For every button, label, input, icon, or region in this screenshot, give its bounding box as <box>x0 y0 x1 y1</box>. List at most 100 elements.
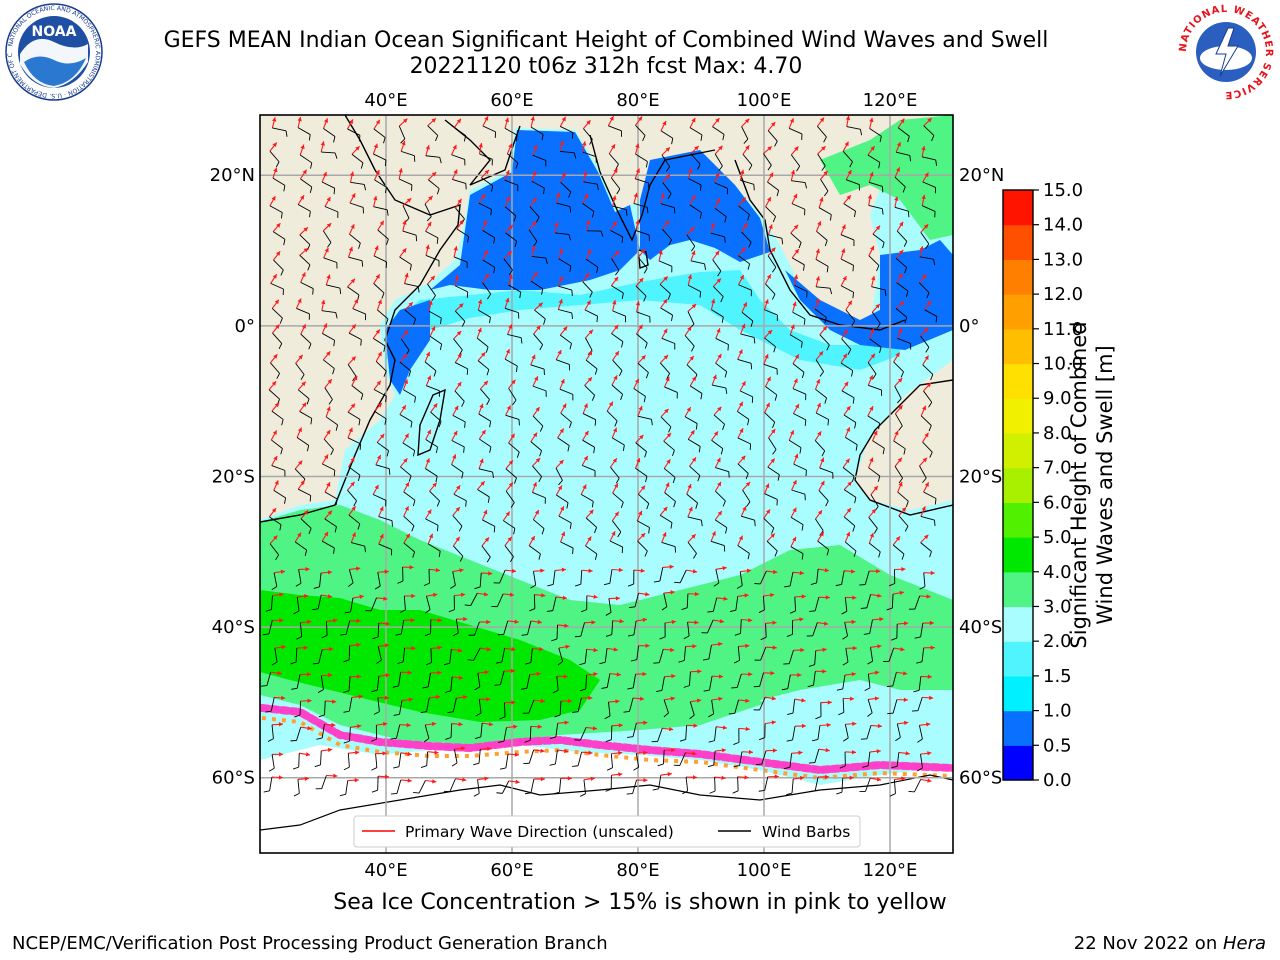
wave-arrowhead <box>297 116 302 122</box>
wave-arrowhead <box>694 591 699 597</box>
wind-barb-flag <box>371 767 378 771</box>
wind-barb-flag <box>486 369 490 376</box>
wind-barb-flag <box>852 265 854 272</box>
wave-arrowhead <box>903 621 909 626</box>
wave-arrowhead <box>508 460 513 465</box>
wave-arrowhead <box>484 116 489 121</box>
wave-arrowhead <box>348 427 353 433</box>
wind-barb <box>787 674 791 689</box>
wave-arrowhead <box>822 647 827 653</box>
wind-barb <box>532 492 546 499</box>
wind-barb <box>920 623 924 637</box>
wave-arrowhead <box>822 326 827 331</box>
wave-arrowhead <box>297 427 302 432</box>
wind-barb <box>612 437 625 446</box>
wave-arrowhead <box>850 569 856 574</box>
wind-barb-flag <box>933 259 936 266</box>
wave-arrowhead <box>770 458 775 463</box>
wave-arrowhead <box>351 193 356 198</box>
wind-barb <box>871 311 881 324</box>
wave-arrowhead <box>435 567 440 573</box>
wind-barb-flag <box>709 790 716 794</box>
wind-barb <box>320 675 324 690</box>
wave-arrowhead <box>560 506 564 511</box>
wind-barb-flag <box>707 610 714 613</box>
wind-barb-flag <box>290 661 297 665</box>
wave-arrowhead <box>823 621 829 626</box>
wind-barb <box>503 702 506 717</box>
wind-barb-flag <box>569 422 572 429</box>
wind-barb <box>402 205 410 219</box>
wave-arrowhead <box>792 301 797 307</box>
wind-barb-flag <box>312 662 319 665</box>
wind-barb-flag <box>605 788 612 792</box>
wave-arrowhead <box>531 245 536 251</box>
wave-arrowhead <box>875 303 880 309</box>
wind-barb-flag <box>621 236 624 243</box>
wave-arrowhead <box>403 458 408 463</box>
wave-arrowhead <box>305 566 310 572</box>
wind-barb <box>323 359 335 369</box>
wind-barb <box>476 337 489 348</box>
wave-arrowhead <box>846 195 851 200</box>
wind-barb-flag <box>642 135 646 142</box>
wave-arrowhead <box>641 355 646 360</box>
wind-barb-flag <box>898 477 903 484</box>
wind-barb <box>845 541 857 552</box>
wave-arrowhead <box>375 119 380 125</box>
wind-barb <box>582 281 593 293</box>
wave-arrowhead <box>687 274 693 279</box>
wind-barb-flag <box>679 738 686 742</box>
wind-barb-flag <box>929 451 933 458</box>
wind-barb <box>533 519 545 529</box>
wind-barb-flag <box>494 684 501 686</box>
wind-barb <box>709 676 713 691</box>
sea-ice-footnote: Sea Ice Concentration > 15% is shown in … <box>333 890 947 915</box>
wind-barb-flag <box>900 371 904 378</box>
wave-arrowhead <box>532 197 537 203</box>
wind-barb-flag <box>667 293 671 300</box>
wind-barb <box>395 724 401 739</box>
wave-arrowhead <box>354 777 359 783</box>
wave-arrowhead <box>841 224 846 230</box>
wind-barb <box>398 752 402 767</box>
wind-barb <box>558 515 572 524</box>
wind-barb <box>347 753 350 768</box>
wind-barb-flag <box>572 765 579 767</box>
wind-barb <box>579 727 587 741</box>
wave-arrowhead <box>531 354 536 360</box>
wave-arrowhead <box>593 594 598 599</box>
wind-barb-flag <box>392 685 399 688</box>
wave-arrowhead <box>455 536 460 542</box>
wind-barb <box>661 154 671 167</box>
wind-barb-flag <box>579 662 586 666</box>
wind-barb <box>661 542 676 547</box>
colorbar-tick-label-17: 15.0 <box>1043 180 1083 201</box>
wind-barb <box>560 151 575 154</box>
wind-barb-flag <box>340 633 347 636</box>
wind-barb-flag <box>917 767 923 772</box>
wind-barb <box>349 727 351 742</box>
wind-barb-flag <box>388 468 391 475</box>
wind-barb-flag <box>330 449 334 456</box>
wind-barb <box>530 441 542 451</box>
wind-barb-flag <box>343 740 350 744</box>
wave-arrowhead <box>927 751 932 756</box>
wind-barb <box>427 672 431 687</box>
wind-barb-flag <box>310 162 313 169</box>
wind-barb-flag <box>265 609 272 612</box>
wave-arrowhead <box>664 408 669 414</box>
wind-barb-flag <box>748 241 752 248</box>
colorbar-segment-13 <box>1003 294 1033 330</box>
colorbar-segment-4 <box>1003 606 1033 642</box>
wind-barb-flag <box>907 136 910 143</box>
wind-barb <box>532 415 544 427</box>
wind-barb-flag <box>720 296 724 303</box>
wave-arrowhead <box>486 619 491 625</box>
wind-barb <box>608 125 622 132</box>
wave-arrowhead <box>279 592 284 597</box>
wind-barb-flag <box>606 767 613 771</box>
wave-arrowhead <box>384 643 390 648</box>
wind-barb <box>376 442 389 451</box>
wind-barb-flag <box>646 503 650 510</box>
